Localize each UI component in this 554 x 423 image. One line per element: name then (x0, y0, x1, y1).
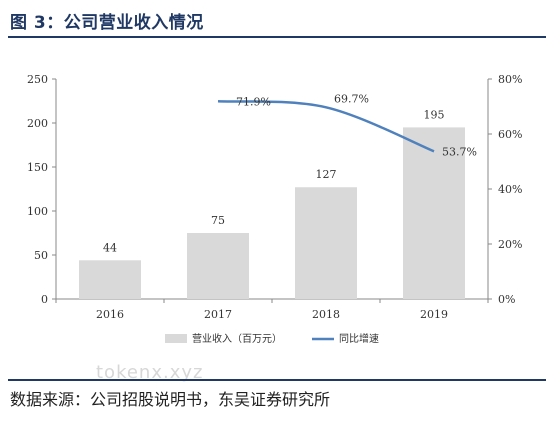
growth-data-label: 71.9% (236, 95, 271, 108)
x-tick-label: 2018 (312, 308, 340, 321)
revenue-bar (295, 187, 357, 299)
revenue-bar (403, 127, 465, 300)
revenue-data-label: 75 (211, 214, 225, 227)
revenue-bar (79, 260, 141, 299)
right-tick-label: 80% (498, 73, 522, 86)
right-tick-label: 0% (498, 293, 515, 306)
figure-title: 图 3：公司营业收入情况 (10, 13, 204, 33)
left-tick-label: 150 (27, 161, 48, 174)
growth-data-label: 69.7% (334, 92, 369, 105)
legend-bar-label: 营业收入（百万元） (192, 332, 282, 345)
right-tick-label: 60% (498, 128, 522, 141)
legend-line-label: 同比增速 (339, 332, 379, 345)
right-tick-label: 20% (498, 238, 522, 251)
left-tick-label: 50 (34, 249, 48, 262)
legend-bar-swatch (165, 334, 187, 343)
left-tick-label: 250 (27, 73, 48, 86)
right-tick-label: 40% (498, 183, 522, 196)
revenue-data-label: 44 (103, 241, 117, 254)
left-tick-label: 200 (27, 117, 48, 130)
growth-data-label: 53.7% (442, 145, 477, 158)
data-source-note: 数据来源：公司招股说明书，东吴证券研究所 (10, 390, 331, 409)
revenue-data-label: 195 (424, 108, 445, 121)
revenue-bar (187, 233, 249, 299)
x-tick-label: 2019 (420, 308, 448, 321)
growth-rate-line (217, 100, 435, 153)
title-divider (8, 36, 546, 38)
watermark: tokenx.xyz (96, 362, 204, 383)
source-divider (8, 379, 546, 381)
revenue-chart: 0 50 100 150 200 250 0% 20% 40% 60% 80% 2016 2017 201… (27, 73, 522, 345)
x-tick-label: 2017 (204, 308, 232, 321)
revenue-data-label: 127 (316, 168, 337, 181)
left-tick-label: 100 (27, 205, 48, 218)
left-tick-label: 0 (41, 293, 48, 306)
x-tick-label: 2016 (96, 308, 124, 321)
